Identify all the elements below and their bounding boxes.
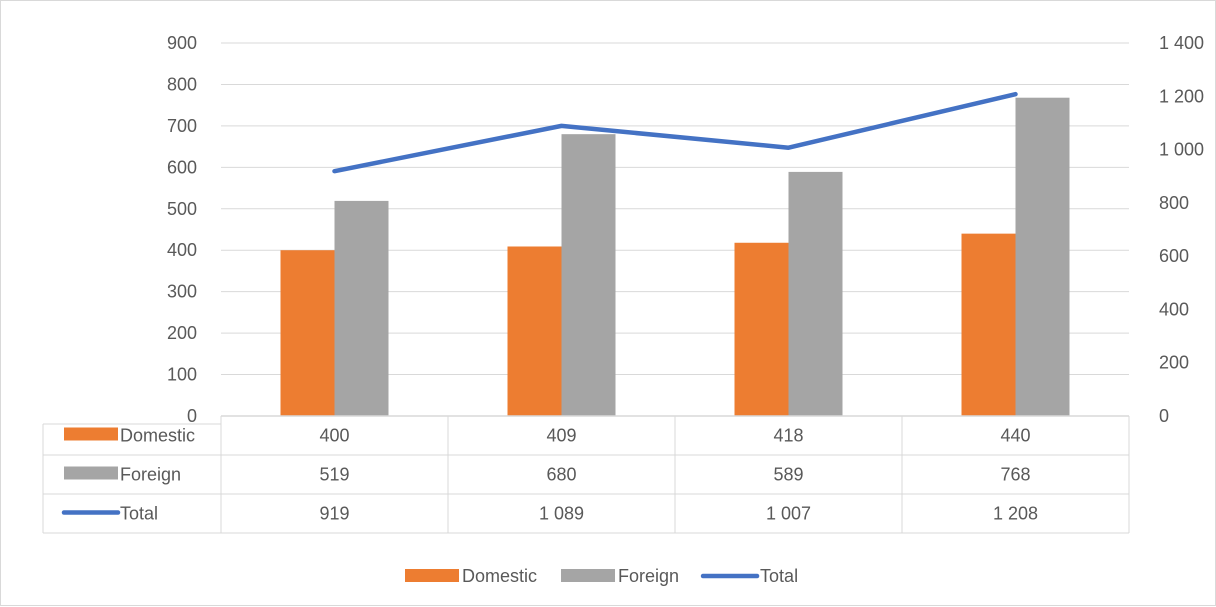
- table-cell: 919: [319, 504, 349, 524]
- table-cell: 768: [1000, 465, 1030, 485]
- bar-foreign: [1016, 98, 1070, 416]
- table-key-foreign: [64, 467, 118, 480]
- table-cell: 1 089: [539, 504, 584, 524]
- bar-foreign: [789, 172, 843, 416]
- legend-key-domestic: [405, 569, 459, 582]
- right-tick-label: 200: [1159, 353, 1189, 373]
- legend-key-foreign: [561, 569, 615, 582]
- left-tick-label: 900: [167, 33, 197, 53]
- table-cell: 1 208: [993, 504, 1038, 524]
- bar-domestic: [281, 250, 335, 416]
- legend-label-foreign: Foreign: [618, 566, 679, 586]
- left-tick-label: 100: [167, 365, 197, 385]
- right-tick-label: 400: [1159, 299, 1189, 319]
- left-tick-label: 600: [167, 157, 197, 177]
- data-table: Domestic 400 409 418 440 Foreign 519 680 589 768 T…: [43, 416, 1129, 533]
- left-tick-label: 700: [167, 116, 197, 136]
- right-tick-label: 800: [1159, 193, 1189, 213]
- right-tick-label: 1 000: [1159, 140, 1204, 160]
- table-cell: 680: [546, 465, 576, 485]
- table-cell: 440: [1000, 426, 1030, 446]
- bars: [281, 98, 1070, 416]
- left-tick-label: 300: [167, 282, 197, 302]
- right-tick-label: 0: [1159, 406, 1169, 426]
- left-tick-label: 800: [167, 74, 197, 94]
- table-cell: 519: [319, 465, 349, 485]
- legend: Domestic Foreign Total: [405, 566, 798, 586]
- right-tick-label: 1 400: [1159, 33, 1204, 53]
- bar-foreign: [335, 201, 389, 416]
- legend-label-domestic: Domestic: [462, 566, 537, 586]
- right-axis-ticks: 0 200 400 600 800 1 000 1 200 1 400: [1159, 33, 1204, 426]
- bar-domestic: [962, 234, 1016, 416]
- table-cell: 1 007: [766, 504, 811, 524]
- left-tick-label: 0: [187, 406, 197, 426]
- table-cell: 589: [773, 465, 803, 485]
- right-tick-label: 1 200: [1159, 86, 1204, 106]
- bar-foreign: [562, 134, 616, 416]
- table-cell: 418: [773, 426, 803, 446]
- left-tick-label: 400: [167, 240, 197, 260]
- bar-domestic: [508, 246, 562, 416]
- table-cell: 400: [319, 426, 349, 446]
- table-row-label: Total: [120, 504, 158, 524]
- bar-domestic: [735, 243, 789, 416]
- legend-label-total: Total: [760, 566, 798, 586]
- left-axis-ticks: 0 100 200 300 400 500 600 700 800 900: [167, 33, 197, 426]
- left-tick-label: 200: [167, 323, 197, 343]
- table-key-domestic: [64, 428, 118, 441]
- table-cell: 409: [546, 426, 576, 446]
- left-tick-label: 500: [167, 199, 197, 219]
- right-tick-label: 600: [1159, 246, 1189, 266]
- table-row-label: Foreign: [120, 465, 181, 485]
- line-total: [335, 94, 1016, 171]
- table-row-label: Domestic: [120, 426, 195, 446]
- total-line-series: [334, 94, 1015, 171]
